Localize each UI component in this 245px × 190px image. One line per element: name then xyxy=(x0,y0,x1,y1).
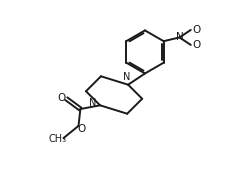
Text: N: N xyxy=(123,72,131,82)
Text: O: O xyxy=(58,93,66,103)
Text: N: N xyxy=(89,98,97,108)
Text: O: O xyxy=(192,25,200,35)
Text: N: N xyxy=(176,32,184,42)
Text: CH₃: CH₃ xyxy=(49,134,67,144)
Text: O: O xyxy=(78,124,86,134)
Text: O: O xyxy=(192,40,200,50)
